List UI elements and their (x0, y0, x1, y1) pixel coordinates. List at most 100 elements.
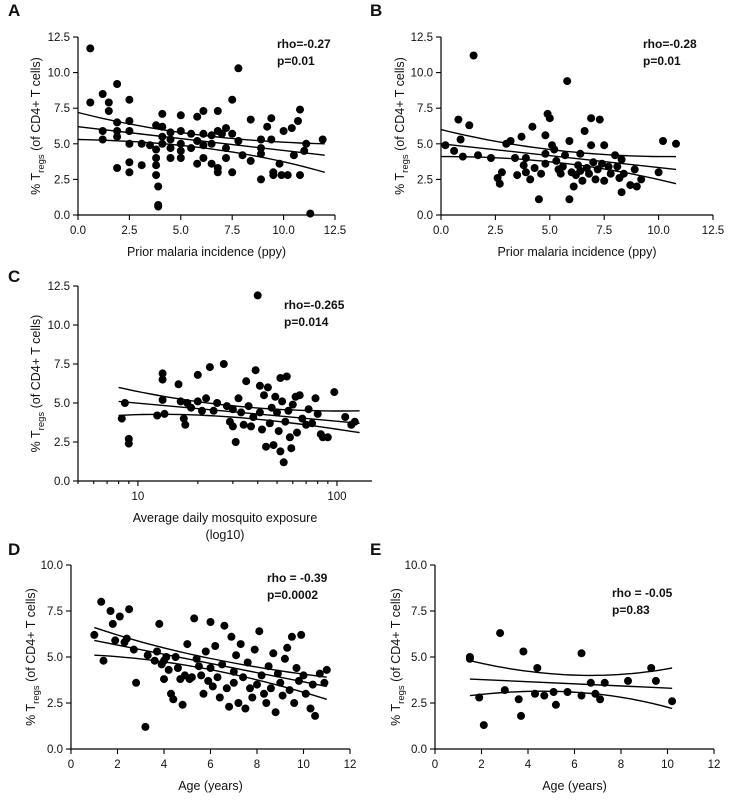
data-point (97, 597, 106, 606)
data-point (132, 678, 141, 687)
x-tick-label: 10 (132, 491, 145, 503)
x-axis-title: Age (years) (542, 779, 607, 793)
data-point (606, 169, 615, 178)
data-point (302, 420, 311, 429)
data-point (262, 442, 270, 451)
data-point (153, 411, 162, 420)
x-tick-label: 12.5 (324, 225, 346, 237)
data-point (198, 406, 206, 415)
y-axis-title: % Tregs (of CD4+ T cells) (393, 57, 411, 195)
data-point (551, 700, 560, 709)
panel-letter: E (370, 540, 381, 559)
data-point (521, 154, 530, 162)
data-point (569, 182, 578, 191)
data-point (580, 127, 589, 135)
data-point (613, 162, 622, 171)
data-point (113, 118, 122, 127)
data-point (497, 168, 506, 177)
data-point (537, 169, 546, 178)
data-point (125, 117, 134, 125)
data-point (234, 394, 243, 403)
data-point (294, 676, 303, 685)
data-point (166, 128, 175, 137)
data-point (154, 202, 163, 211)
data-point (257, 175, 265, 184)
data-point (152, 145, 161, 154)
y-tick-label: 2.5 (54, 437, 70, 449)
x-tick-label: 8 (254, 759, 260, 771)
y-tick-label: 7.5 (411, 606, 427, 618)
panel-a: A 0.0 2.5 5.0 7.5 10.0 12.5 0.0 2.5 5.0 7.5 10.0 12.… (8, 1, 346, 259)
data-point (197, 671, 206, 680)
data-point (228, 405, 237, 414)
data-point (206, 618, 215, 626)
data-point (589, 158, 598, 167)
y-tick-label: 5.0 (47, 652, 63, 664)
data-point (586, 678, 595, 687)
data-point (234, 64, 243, 73)
data-point (158, 109, 167, 118)
data-point (458, 152, 467, 161)
x-tick-label: 10 (661, 759, 674, 771)
data-point (275, 159, 284, 168)
x-tick-label: 6 (207, 759, 213, 771)
data-point (576, 149, 585, 158)
data-point (619, 169, 628, 178)
x-tick-label: 5.0 (173, 225, 189, 237)
data-point (591, 689, 600, 698)
data-point (318, 135, 327, 144)
data-point (577, 691, 586, 700)
data-point (545, 114, 554, 123)
data-point (530, 164, 539, 172)
data-point (234, 137, 243, 145)
data-point (565, 195, 574, 204)
data-point (213, 399, 222, 407)
data-point (274, 427, 283, 436)
data-point (611, 151, 620, 160)
data-point (120, 399, 129, 407)
data-point (228, 422, 237, 431)
data-point (285, 433, 294, 442)
data-point (278, 397, 287, 406)
data-point (220, 621, 229, 630)
data-point (280, 654, 289, 663)
x-tick-label: 0 (432, 759, 438, 771)
data-point (289, 151, 298, 160)
data-point (585, 169, 593, 178)
data-point (150, 656, 159, 665)
data-point (292, 664, 301, 672)
data-point (124, 439, 133, 448)
x-axis-title-line2: (log10) (206, 528, 245, 542)
y-tick-label: 5.0 (411, 652, 427, 664)
data-point (250, 645, 259, 654)
data-point (306, 704, 315, 713)
data-point (600, 176, 609, 185)
data-point (279, 127, 288, 135)
data-point (199, 129, 208, 138)
y-axis-title-main: % T (29, 430, 43, 452)
y-tick-label: 0.0 (54, 476, 70, 488)
data-point (283, 643, 292, 652)
data-point (511, 154, 519, 162)
x-tick-label: 12.5 (702, 225, 724, 237)
y-tick-label: 7.5 (54, 359, 70, 371)
data-point (479, 721, 488, 730)
data-point (617, 155, 626, 164)
data-point (229, 678, 238, 687)
data-point (143, 651, 152, 660)
data-point (308, 419, 317, 428)
y-axis-title-suffix: (of CD4+ T cells) (389, 588, 403, 685)
y-axis-title: % Tregs (of CD4+ T cells) (29, 57, 47, 195)
y-axis-title: % Tregs (of CD4+ T cells) (29, 315, 47, 453)
x-tick-label: 10 (297, 759, 310, 771)
data-point (99, 656, 108, 665)
data-point (474, 151, 482, 160)
data-point (208, 682, 217, 691)
data-point (596, 695, 605, 704)
data-point (225, 702, 234, 711)
data-point (86, 98, 95, 107)
data-point (517, 132, 526, 141)
data-point (500, 686, 509, 695)
y-tick-label: 7.5 (47, 606, 63, 618)
data-point (297, 630, 306, 639)
